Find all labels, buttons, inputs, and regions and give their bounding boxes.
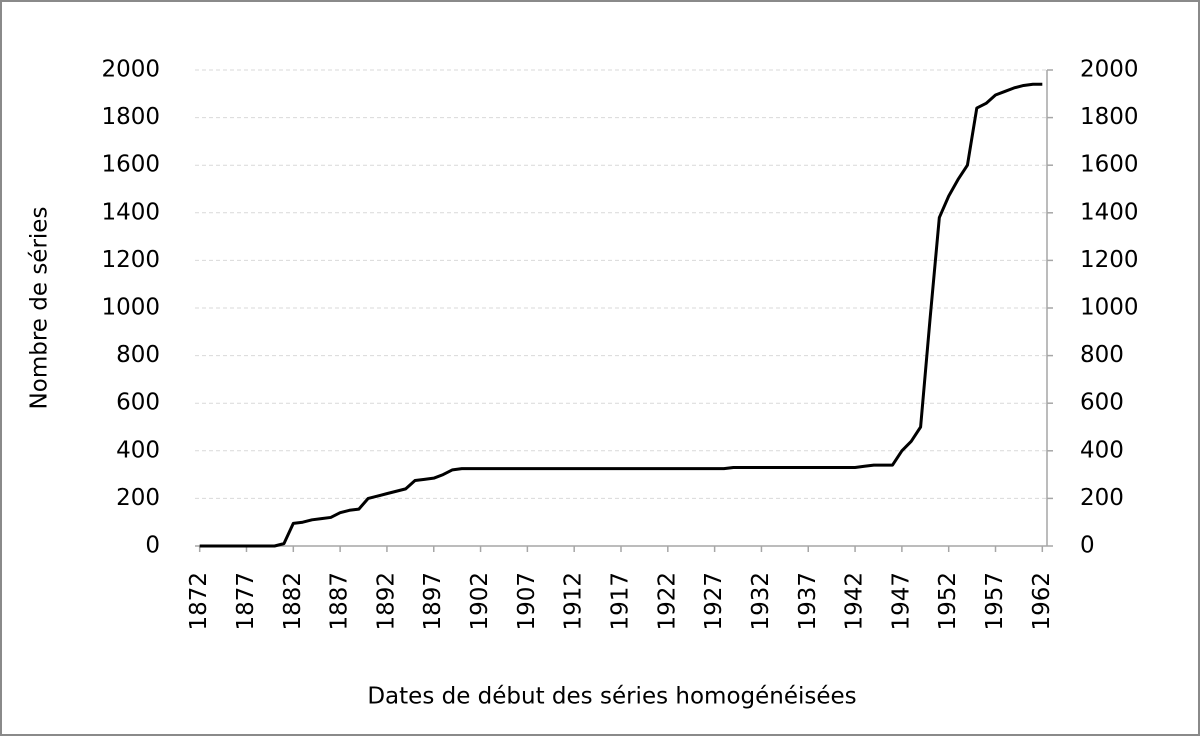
y2-tick-label: 400 [1080,437,1124,463]
y-tick-label: 200 [116,485,160,511]
y-tick-label: 1000 [101,295,160,321]
x-tick-label: 1877 [233,572,259,631]
data-line [199,82,1043,548]
x-tick-label: 1947 [888,572,914,631]
y-tick-label: 600 [116,390,160,416]
y2-tick-label: 1200 [1080,247,1139,273]
y-tick-label: 1600 [101,152,160,178]
y-tick-label: 1400 [101,199,160,225]
y2-tick-label: 1800 [1080,104,1139,130]
y-axis-label: Nombre de séries [27,207,53,410]
x-tick-label: 1912 [561,572,587,631]
y2-tick-label: 600 [1080,390,1124,416]
x-tick-label: 1907 [514,572,540,631]
y2-tick-label: 1000 [1080,295,1139,321]
y-tick-label: 1200 [101,247,160,273]
x-tick-label: 1942 [842,572,868,631]
y-tick-label: 400 [116,437,160,463]
x-tick-label: 1937 [795,572,821,631]
y2-tick-label: 0 [1080,533,1095,559]
x-axis-label: Dates de début des séries homogénéisées [367,684,856,710]
y-tick-label: 1800 [101,104,160,130]
x-tick-label: 1882 [280,572,306,631]
x-tick-label: 1932 [748,572,774,631]
x-tick-label: 1917 [608,572,634,631]
y2-tick-label: 800 [1080,342,1124,368]
y-tick-label: 2000 [101,57,160,83]
x-tick-label: 1872 [186,572,212,631]
x-tick-label: 1902 [467,572,493,631]
y-tick-label: 800 [116,342,160,368]
x-tick-label: 1957 [982,572,1008,631]
x-tick-label: 1927 [701,572,727,631]
x-tick-label: 1892 [373,572,399,631]
x-tick-label: 1897 [420,572,446,631]
y-tick-label: 0 [145,533,160,559]
x-tick-label: 1952 [935,572,961,631]
x-tick-label: 1887 [327,572,353,631]
y2-tick-label: 2000 [1080,57,1139,83]
y2-tick-label: 1600 [1080,152,1139,178]
x-tick-label: 1962 [1029,572,1055,631]
y2-tick-label: 200 [1080,485,1124,511]
x-tick-label: 1922 [654,572,680,631]
y2-tick-label: 1400 [1080,199,1139,225]
